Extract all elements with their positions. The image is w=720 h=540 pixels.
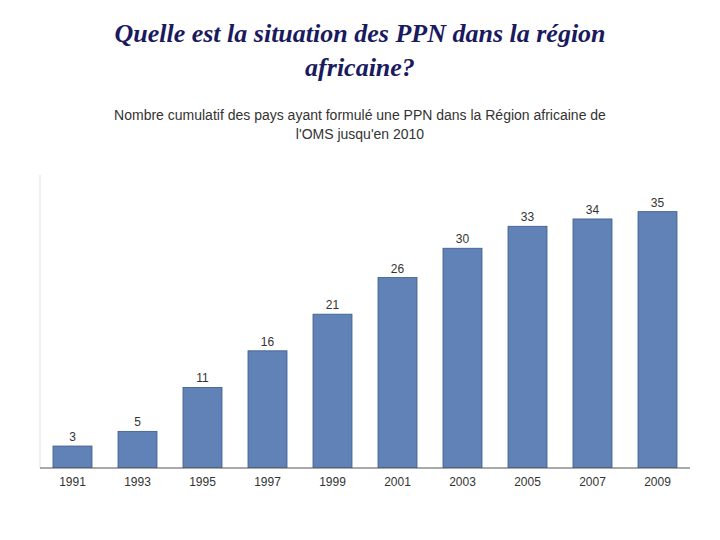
chart-container: Quelle est la situation des PPN dans la …: [0, 0, 720, 540]
data-label: 21: [326, 298, 340, 312]
bar: [248, 351, 287, 468]
data-label: 34: [586, 203, 600, 217]
x-tick-label: 2009: [644, 475, 671, 489]
subtitle: Nombre cumulatif des pays ayant formulé …: [114, 107, 606, 142]
data-label: 5: [134, 415, 141, 429]
data-label: 26: [391, 262, 405, 276]
chart-svg: Quelle est la situation des PPN dans la …: [0, 0, 720, 540]
bar: [573, 219, 612, 468]
x-tick-label: 2005: [514, 475, 541, 489]
bar: [183, 387, 222, 468]
bars: [53, 212, 677, 468]
bar: [53, 446, 92, 468]
data-label: 11: [196, 371, 209, 385]
x-axis-line: [40, 467, 690, 468]
x-tick-label: 1991: [59, 475, 86, 489]
data-label: 16: [261, 335, 275, 349]
bar: [118, 431, 157, 468]
x-tick-label: 2003: [449, 475, 476, 489]
data-label: 35: [651, 196, 665, 210]
bar: [508, 226, 547, 468]
bar: [443, 248, 482, 468]
x-tick-label: 1999: [319, 475, 346, 489]
y-axis-line: [40, 175, 41, 468]
x-tick-label: 1995: [189, 475, 216, 489]
x-tick-label: 2001: [384, 475, 411, 489]
x-tick-label: 1993: [124, 475, 151, 489]
x-tick-label: 1997: [254, 475, 281, 489]
x-tick-label: 2007: [579, 475, 606, 489]
data-label: 30: [456, 232, 470, 246]
title: Quelle est la situation des PPN dans la …: [114, 19, 605, 82]
bar: [313, 314, 352, 468]
data-label: 3: [69, 430, 76, 444]
bar: [378, 278, 417, 468]
bar: [638, 212, 677, 468]
data-label: 33: [521, 210, 535, 224]
